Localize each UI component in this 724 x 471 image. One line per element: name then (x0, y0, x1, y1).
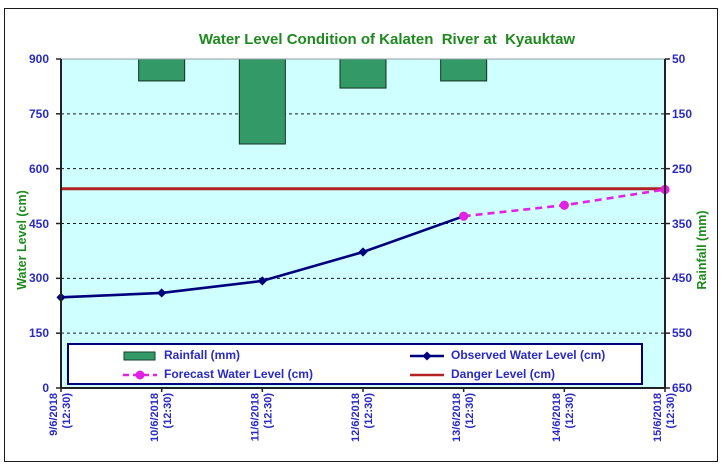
legend-label: Rainfall (mm) (164, 348, 241, 362)
rainfall-bar (238, 58, 286, 145)
observed-point-marker (157, 288, 167, 298)
chart-title: Water Level Condition of Kalaten River a… (198, 31, 576, 48)
legend-label: Observed Water Level (cm) (451, 348, 606, 362)
right-axis-title: Rainfall (mm) (695, 210, 709, 290)
right-axis-tick: 450 (672, 271, 693, 286)
rainfall-swatch-icon (123, 351, 156, 360)
right-axis-tick: 550 (672, 326, 693, 341)
observed-point-marker (257, 276, 267, 286)
rainfall-bar (440, 58, 488, 82)
left-axis-tick: 0 (42, 381, 49, 395)
left-axis-tick: 900 (28, 52, 49, 66)
forecast-point-marker (559, 200, 569, 210)
observed-line-swatch-icon (410, 351, 444, 360)
rainfall-bar (339, 58, 387, 89)
forecast-point-marker (459, 211, 469, 221)
left-axis-title: Water Level (cm) (15, 190, 29, 290)
legend-item-rainfall: Rainfall (mm) (123, 348, 240, 363)
danger-line-swatch-icon (410, 373, 444, 376)
left-axis-tick: 750 (28, 106, 49, 121)
left-axis-tick: 450 (28, 216, 49, 231)
legend: Rainfall (mm) Observed Water Level (cm) … (67, 343, 643, 385)
legend-label: Forecast Water Level (cm) (164, 367, 313, 381)
legend-label: Danger Level (cm) (451, 367, 556, 381)
left-axis-tick: 150 (28, 326, 49, 341)
right-axis-tick: 650 (672, 381, 693, 395)
right-axis-tick: 250 (672, 161, 693, 176)
legend-item-forecast: Forecast Water Level (cm) (123, 367, 313, 382)
left-axis-tick: 300 (28, 271, 49, 286)
legend-item-observed: Observed Water Level (cm) (410, 348, 605, 363)
rainfall-bar (138, 58, 186, 82)
right-axis-tick: 350 (672, 216, 693, 231)
left-axis-tick: 600 (28, 161, 49, 176)
right-axis-tick: 150 (672, 106, 693, 121)
forecast-line-swatch-icon (123, 370, 157, 379)
right-axis-tick: 50 (672, 52, 686, 66)
legend-item-danger: Danger Level (cm) (410, 367, 555, 382)
observed-point-marker (358, 247, 368, 257)
